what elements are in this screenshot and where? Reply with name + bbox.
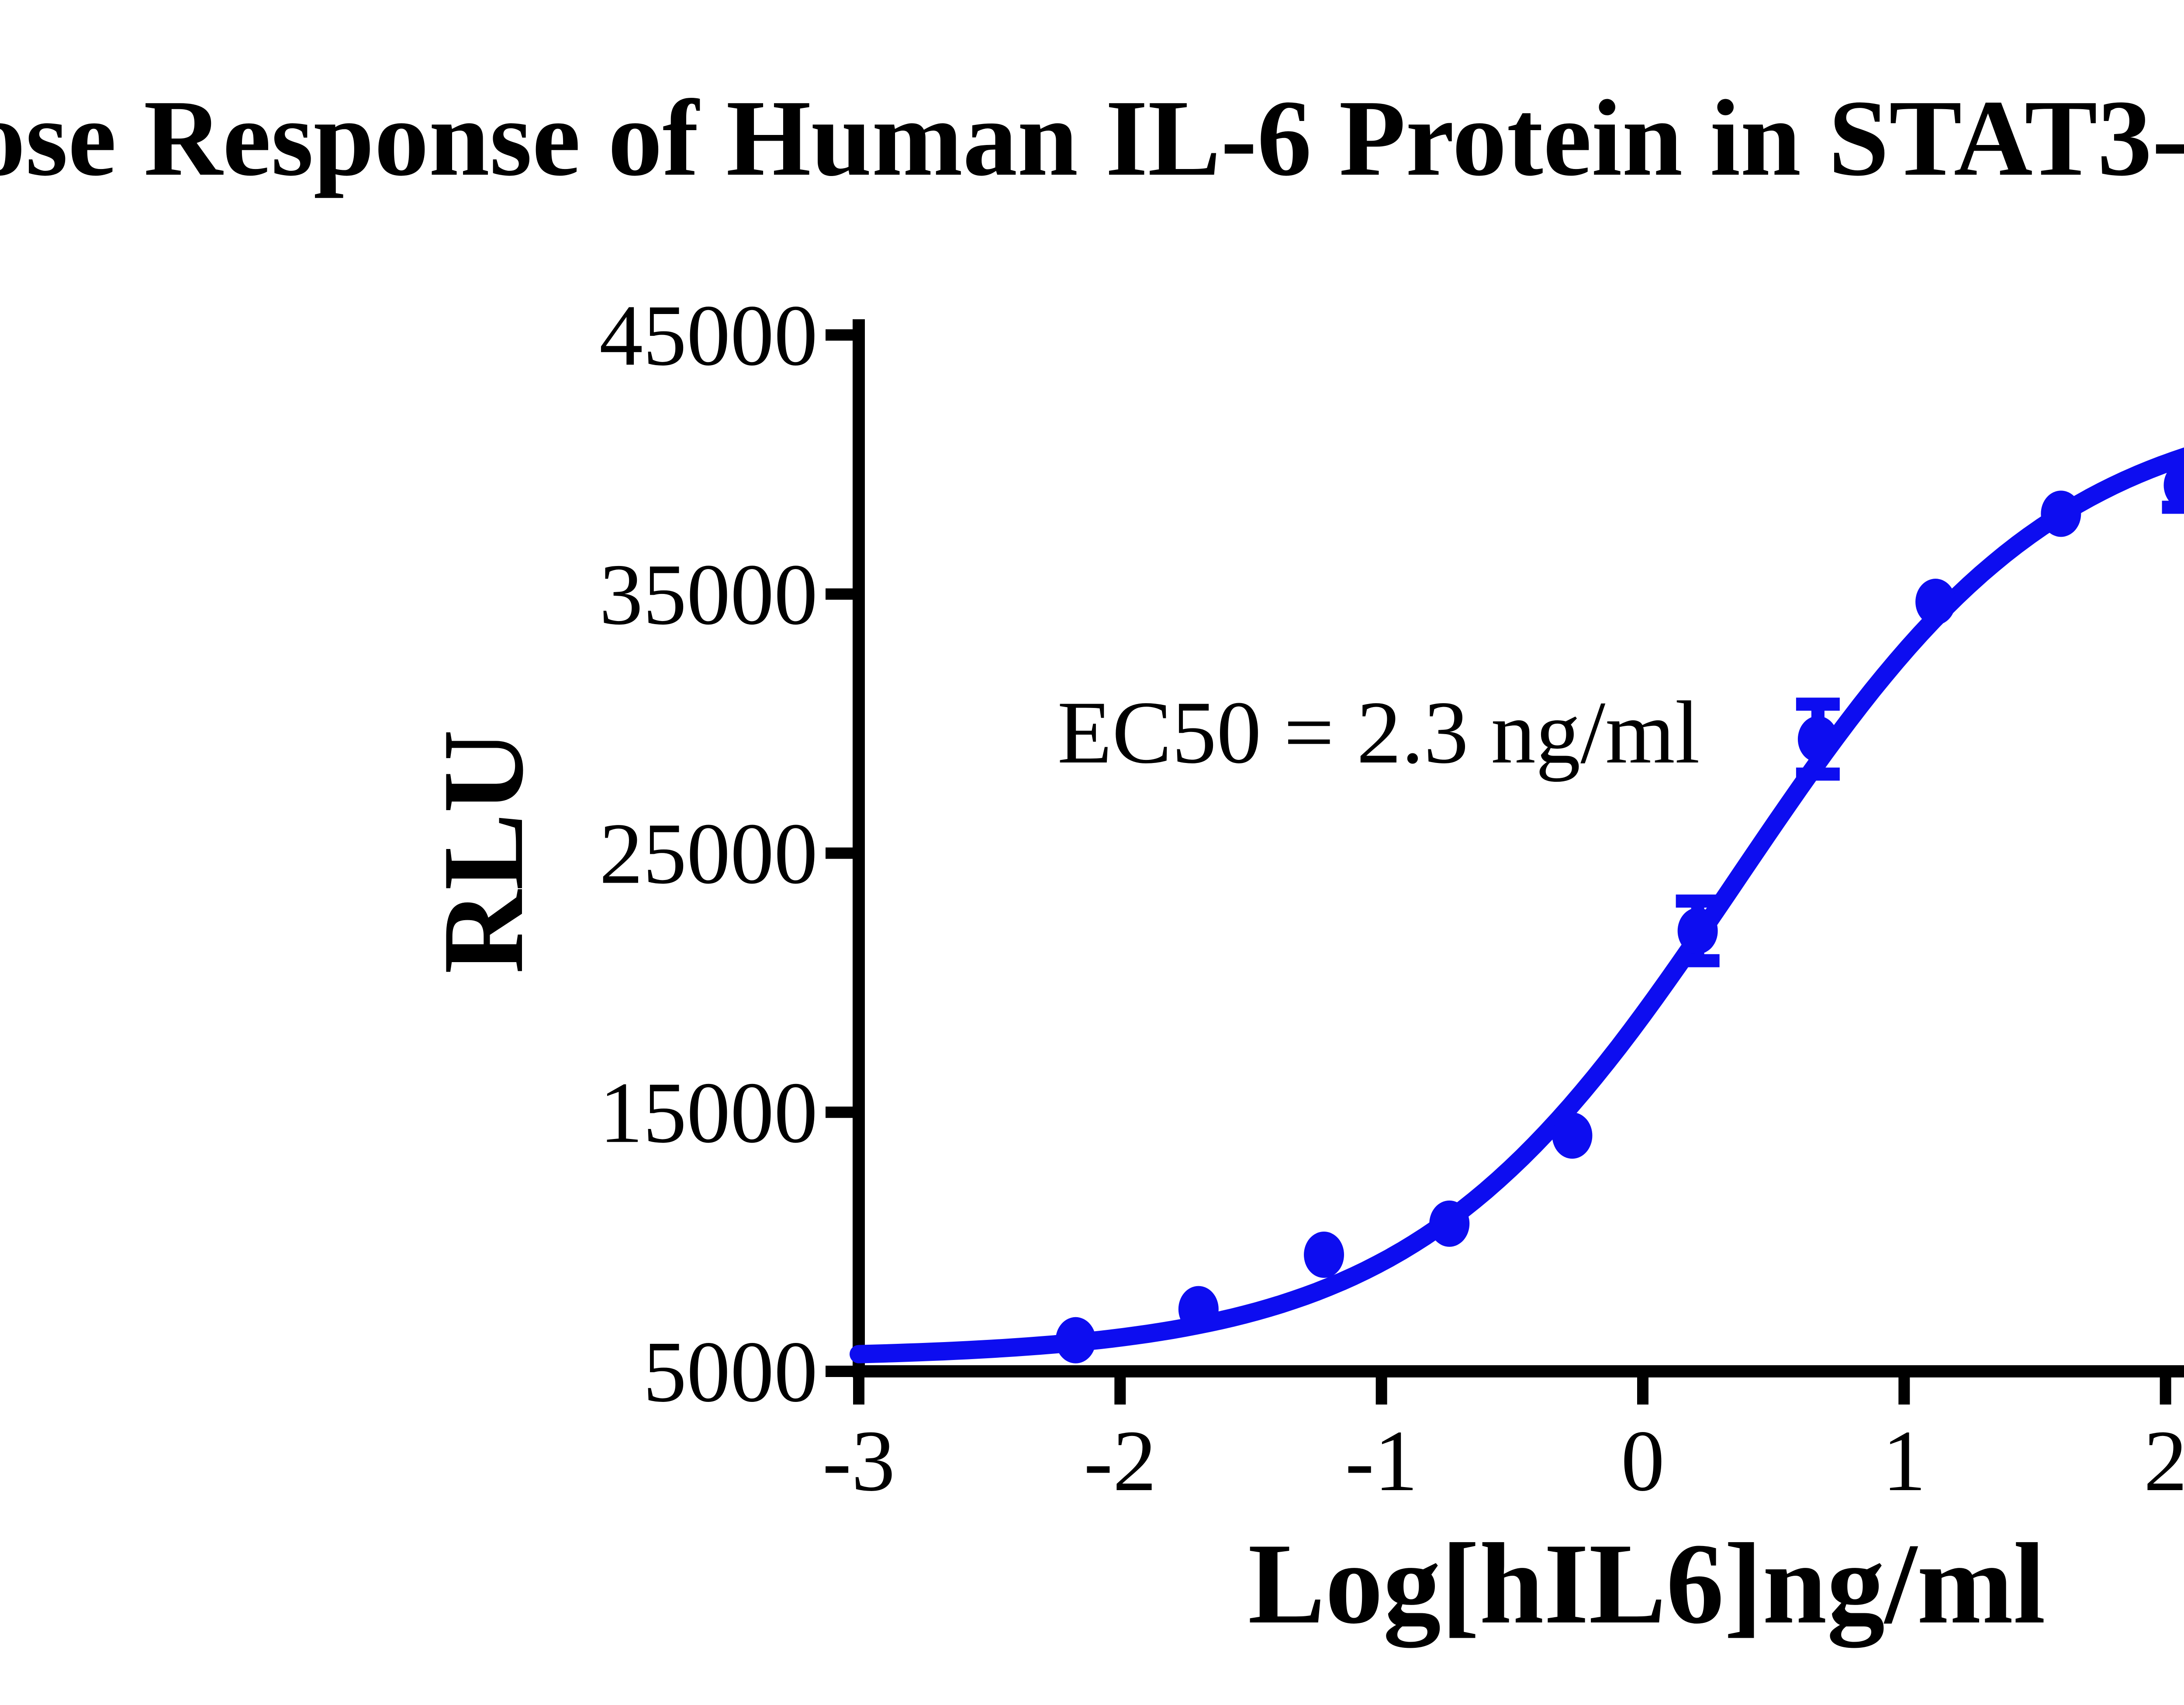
y-tick-label: 25000 — [599, 806, 818, 902]
data-point-marker — [1304, 1232, 1344, 1278]
data-point-marker — [1055, 1317, 1096, 1363]
y-tick-label: 5000 — [643, 1324, 818, 1420]
data-point-marker — [1552, 1112, 1593, 1159]
y-tick-label: 45000 — [599, 287, 818, 384]
ec50-annotation: EC50 = 2.3 ng/ml — [1057, 683, 1700, 782]
x-tick-label: -1 — [1345, 1413, 1418, 1509]
x-tick-label: -2 — [1084, 1413, 1157, 1509]
y-tick-label: 35000 — [599, 546, 818, 643]
data-point-marker — [1429, 1200, 1470, 1247]
chart-title: Dose Response of Human IL-6 Protein in S… — [0, 78, 2184, 199]
y-axis-title: RLU — [419, 729, 547, 974]
x-tick-label: 0 — [1621, 1413, 1665, 1509]
y-tick-label: 15000 — [599, 1065, 818, 1161]
data-point-marker — [2041, 490, 2081, 537]
fit-curve-group — [850, 447, 2184, 1363]
y-axis-ticks — [826, 329, 859, 1377]
y-axis-tick-labels: 5000 15000 25000 35000 45000 — [599, 287, 818, 1420]
data-point-marker — [2163, 462, 2184, 509]
data-point-marker — [1677, 908, 1718, 954]
x-axis-tick-labels: -3-2-10123 — [822, 1413, 2184, 1509]
x-tick-label: -3 — [822, 1413, 895, 1509]
data-point-marker — [1178, 1286, 1219, 1332]
data-point-marker — [1915, 579, 1956, 625]
data-points-group — [1055, 462, 2184, 1363]
data-point-marker — [1797, 716, 1838, 763]
x-axis-title: Log[hIL6]ng/ml — [1248, 1520, 2046, 1650]
x-tick-label: 1 — [1882, 1413, 1926, 1509]
dose-response-fit-curve — [850, 447, 2184, 1363]
x-tick-label: 2 — [2144, 1413, 2184, 1509]
